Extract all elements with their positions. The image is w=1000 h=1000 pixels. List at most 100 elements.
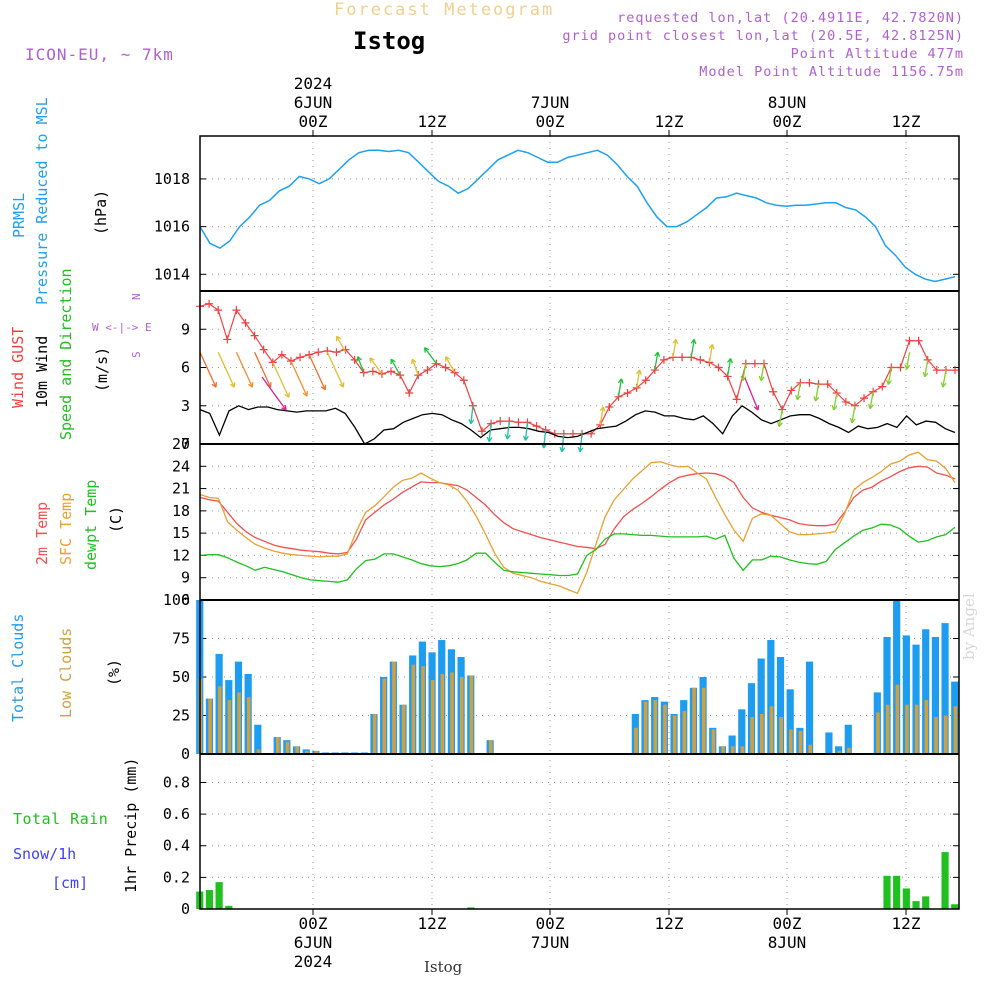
snow-label: Snow/1h <box>13 845 76 863</box>
wind-direction-arrow <box>357 356 365 373</box>
low-cloud-bar <box>411 664 416 754</box>
temp2m-line <box>199 465 956 555</box>
wind-direction-arrow <box>851 405 856 423</box>
gust-ylabel: Wind GUST <box>9 327 27 408</box>
wind-direction-arrow <box>199 351 217 388</box>
low-cloud-bar <box>401 704 406 754</box>
low-cloud-bar <box>227 700 232 754</box>
gust-line <box>199 303 955 435</box>
low-cloud-bar <box>692 687 696 754</box>
wind-arrow-head <box>486 436 493 442</box>
gust-marker <box>405 389 414 397</box>
gust-marker <box>896 363 905 372</box>
pressure-ylabel: PRMSL <box>10 193 28 238</box>
low-cloud-bar <box>953 706 958 754</box>
ytick-label: 15 <box>172 524 190 542</box>
precip-ylabel: 1hr Precip (mm) <box>122 758 140 893</box>
total-cloud-bar <box>776 656 785 754</box>
wind-arrow-head <box>758 375 765 382</box>
wind-arrow-head <box>904 364 911 370</box>
gust-marker <box>696 355 705 364</box>
wind-arrow-head <box>867 403 874 410</box>
rain-bar <box>467 907 475 909</box>
low-cloud-bar <box>885 704 890 754</box>
wind-direction-arrow <box>261 376 287 411</box>
wind-direction-arrow <box>235 351 253 388</box>
wind-direction-arrow <box>654 351 659 371</box>
ytick-label: 6 <box>181 359 190 377</box>
chart-title: Forecast Meteogram <box>334 0 555 20</box>
temp2m-ylabel: 2m Temp <box>33 502 51 565</box>
ytick-label: 9 <box>181 320 190 338</box>
ytick-label: 25 <box>172 707 190 725</box>
low-cloud-bar <box>876 712 880 754</box>
gust-marker <box>205 299 214 308</box>
wind-arrow-head <box>922 371 929 378</box>
low-cloud-bar <box>392 661 396 754</box>
ytick-label: 9 <box>181 569 190 587</box>
low-cloud-bar <box>701 687 706 754</box>
low-cloud-bar <box>440 673 445 754</box>
wind-direction-arrow <box>253 351 272 388</box>
total-rain-label: Total Rain <box>13 810 108 828</box>
wind-arrow-head <box>229 382 236 388</box>
low-cloud-bar <box>421 666 425 754</box>
low-cloud-bar <box>740 746 745 754</box>
wind-arrow-head <box>559 446 566 453</box>
wind-direction-arrow <box>335 335 347 353</box>
low-cloud-bar <box>653 700 658 754</box>
wind-direction-arrow <box>445 356 456 373</box>
low-cloud-bar <box>934 717 938 754</box>
rain-bar <box>205 890 214 909</box>
ytick-label: 21 <box>172 480 190 498</box>
low-cloud-bar <box>914 704 919 754</box>
total-cloud-bar <box>254 724 262 754</box>
snow-unit-label: [cm] <box>52 874 88 892</box>
rain-bar <box>912 901 920 909</box>
total-cloud-bar <box>902 635 910 754</box>
gust-marker <box>359 368 368 377</box>
wind-arrow-head <box>577 446 584 453</box>
top-tick-label: 00Z <box>536 112 565 131</box>
gust-marker <box>268 358 277 367</box>
pressure-ylabel: Pressure Reduced to MSL <box>33 97 51 305</box>
ytick-label: 0 <box>181 900 190 918</box>
gust-marker <box>332 348 341 357</box>
wind-arrow-head <box>338 382 345 388</box>
compass-n: N <box>130 293 143 300</box>
ytick-label: 0.6 <box>163 805 190 823</box>
rain-bar <box>215 882 223 909</box>
wind-arrow-head <box>940 382 947 388</box>
rain-bar <box>922 896 930 909</box>
low-cloud-bar <box>798 730 803 754</box>
ytick-label: 24 <box>172 457 190 475</box>
wind-direction-arrow <box>690 339 695 358</box>
gust-marker <box>277 350 286 359</box>
low-cloud-bar <box>759 713 764 754</box>
wind-direction-arrow <box>308 354 326 391</box>
gust-marker <box>914 336 923 345</box>
wind-direction-arrow <box>272 362 290 398</box>
top-tick-label: 12Z <box>655 112 684 131</box>
gust-marker <box>841 397 850 406</box>
low-cloud-bar <box>372 713 377 754</box>
low-cloud-bar <box>382 678 387 754</box>
wind-direction-arrow <box>869 391 874 409</box>
wind-arrow-head <box>849 417 856 424</box>
gust-marker <box>377 369 386 378</box>
wind-arrow-head <box>708 343 715 350</box>
wind-arrow-head <box>390 358 396 365</box>
gust-marker <box>441 363 450 372</box>
ytick-label: 0.2 <box>163 868 190 886</box>
top-tick-label: 8JUN <box>768 93 807 112</box>
total-cloud-bar <box>844 724 852 754</box>
bottom-tick-label: 7JUN <box>531 933 570 952</box>
compass-we: W <-|-> E <box>92 321 152 334</box>
wind-arrow-head <box>636 369 642 375</box>
wind-arrow-head <box>335 335 342 342</box>
wind-direction-arrow <box>742 363 747 381</box>
wind-arrow-head <box>302 391 308 397</box>
low-cloud-bar <box>450 672 454 754</box>
gust-marker <box>459 376 468 385</box>
